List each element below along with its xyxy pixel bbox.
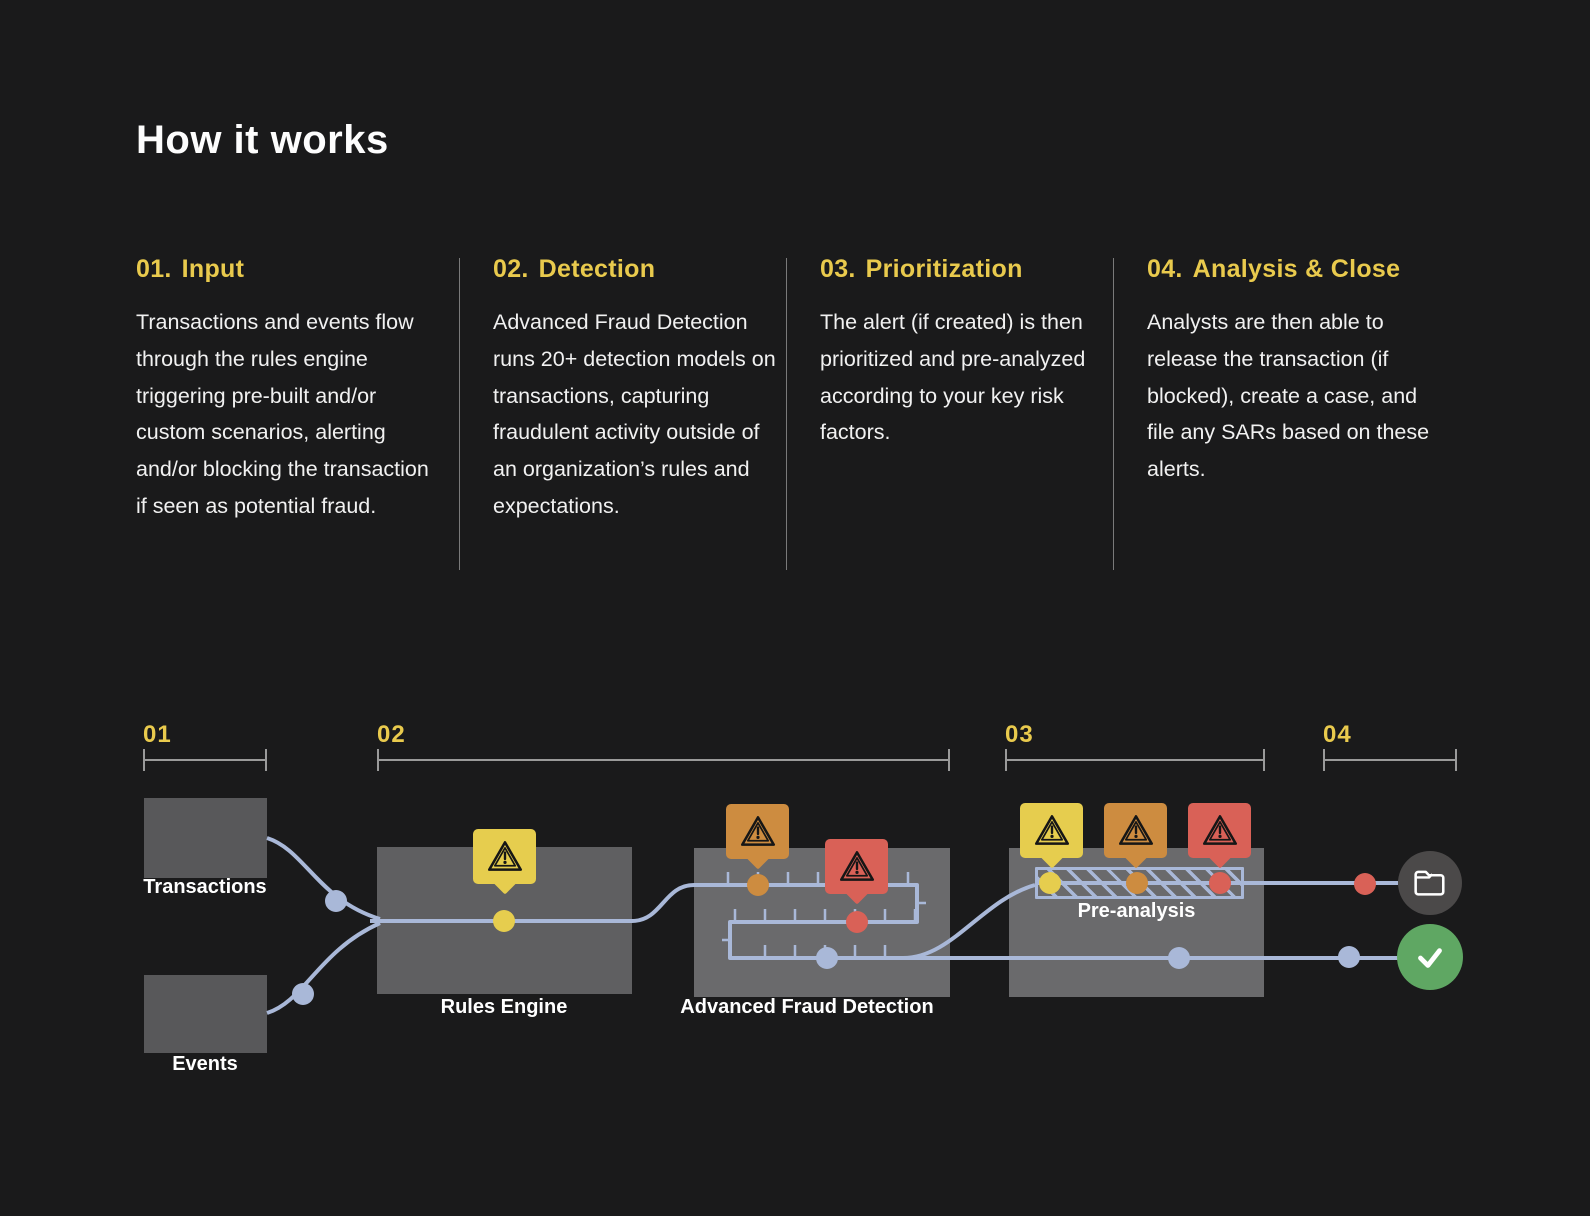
fraud-detection-node xyxy=(694,848,950,997)
step-heading: 04. Analysis & Close xyxy=(1147,255,1447,284)
alert-pin-yellow xyxy=(1020,803,1083,858)
warning-triangle-icon xyxy=(838,849,876,883)
stage-marker-04: 04 xyxy=(1323,721,1457,771)
step-heading: 02. Detection xyxy=(493,255,793,284)
alert-pin-orange xyxy=(726,804,789,859)
step-number: 02. xyxy=(493,255,529,283)
warning-triangle-icon xyxy=(1117,813,1155,847)
stage-marker-01: 01 xyxy=(143,721,267,771)
column-divider xyxy=(1113,258,1114,570)
stage-marker-03: 03 xyxy=(1005,721,1265,771)
step-title: Input xyxy=(181,255,245,283)
stage-label: 01 xyxy=(143,721,172,748)
stage-label: 03 xyxy=(1005,721,1034,748)
warning-triangle-icon xyxy=(1201,813,1239,847)
warning-triangle-icon xyxy=(1033,813,1071,847)
step-heading: 01. Input xyxy=(136,255,436,284)
step-body: Advanced Fraud Detection runs 20+ detect… xyxy=(493,310,776,518)
step-column-analysis-close: 04. Analysis & Close Analysts are then ab… xyxy=(1147,255,1447,488)
transactions-node xyxy=(144,798,267,878)
stage-label: 04 xyxy=(1323,721,1352,748)
flow-path-events xyxy=(266,921,381,1015)
step-title: Detection xyxy=(538,255,656,283)
step-number: 01. xyxy=(136,255,172,283)
rules-engine-label: Rules Engine xyxy=(440,996,568,1018)
column-divider xyxy=(786,258,787,570)
step-body: The alert (if created) is then prioritiz… xyxy=(820,310,1086,445)
flow-dot xyxy=(325,890,347,912)
stage-ruler xyxy=(143,749,267,771)
step-title: Analysis & Close xyxy=(1192,255,1401,283)
warning-triangle-icon xyxy=(739,814,777,848)
column-divider xyxy=(459,258,460,570)
alert-pin-orange xyxy=(1104,803,1167,858)
stage-label: 02 xyxy=(377,721,406,748)
pre-analysis-label: Pre-analysis xyxy=(1077,900,1196,922)
flow-dot xyxy=(292,983,314,1005)
step-number: 04. xyxy=(1147,255,1183,283)
folder-icon xyxy=(1414,870,1445,896)
step-title: Prioritization xyxy=(865,255,1023,283)
pre-analysis-hatch-bar xyxy=(1035,867,1244,899)
flow-dot xyxy=(1338,946,1360,968)
fraud-detection-label: Advanced Fraud Detection xyxy=(680,996,934,1018)
close-resolved-circle xyxy=(1397,924,1463,990)
stage-ruler xyxy=(1005,749,1265,771)
alert-dot-red xyxy=(1354,873,1376,895)
alert-pin-red xyxy=(1188,803,1251,858)
transactions-label: Transactions xyxy=(143,876,267,898)
checkmark-icon xyxy=(1418,948,1442,968)
create-case-circle xyxy=(1398,851,1462,915)
stage-ruler xyxy=(377,749,950,771)
alert-pin-red xyxy=(825,839,888,894)
step-column-input: 01. Input Transactions and events flow th… xyxy=(136,255,436,525)
page-title: How it works xyxy=(136,118,389,162)
step-column-detection: 02. Detection Advanced Fraud Detection ru… xyxy=(493,255,793,525)
alert-pin-yellow xyxy=(473,829,536,884)
step-column-prioritization: 03. Prioritization The alert (if created)… xyxy=(820,255,1120,451)
stage-ruler xyxy=(1323,749,1457,771)
step-body: Analysts are then able to release the tr… xyxy=(1147,310,1430,482)
events-label: Events xyxy=(172,1053,238,1075)
warning-triangle-icon xyxy=(486,839,524,873)
stage-marker-02: 02 xyxy=(377,721,950,771)
step-body: Transactions and events flow through the… xyxy=(136,310,429,518)
step-heading: 03. Prioritization xyxy=(820,255,1120,284)
step-number: 03. xyxy=(820,255,856,283)
events-node xyxy=(144,975,267,1053)
